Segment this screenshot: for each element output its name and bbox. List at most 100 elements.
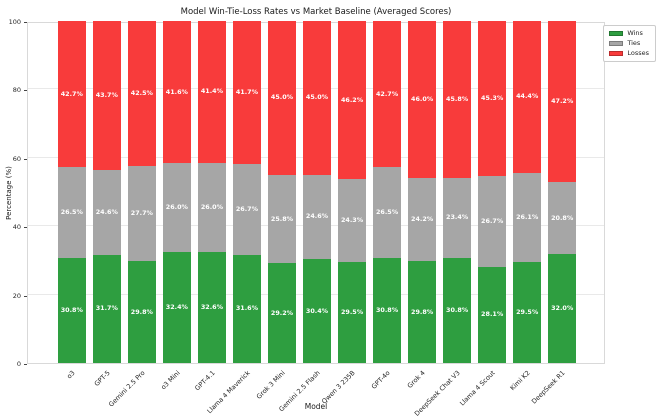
bar-value-label: 43.7% — [95, 91, 118, 100]
y-tick-label: 100 — [8, 18, 21, 26]
y-tick-label: 0 — [16, 360, 21, 368]
bar-value-label: 20.8% — [551, 213, 574, 222]
bar-value-label: 31.7% — [95, 304, 118, 313]
bar-segment-losses — [443, 21, 472, 178]
legend-label: Wins — [627, 29, 643, 37]
bar-segment-ties — [408, 178, 437, 262]
bar-value-label: 24.2% — [411, 215, 434, 224]
y-tick-mark — [24, 158, 27, 160]
bar-segment-wins — [127, 261, 156, 363]
bar-value-label: 23.4% — [446, 213, 469, 222]
y-tick-mark — [24, 364, 27, 365]
bar-segment-wins — [408, 261, 437, 363]
bar-value-label: 24.6% — [95, 208, 118, 217]
bar-segment-wins — [162, 252, 191, 363]
bar-value-label: 26.0% — [165, 203, 188, 212]
bar-value-label: 42.7% — [60, 89, 83, 98]
bar-value-label: 24.3% — [340, 216, 364, 225]
bar-segment-losses — [232, 21, 261, 164]
bar-value-label: 30.4% — [305, 306, 329, 315]
bar-segment-losses — [162, 21, 191, 164]
bar-value-label: 42.7% — [375, 89, 399, 98]
bar-value-label: 30.8% — [446, 305, 469, 314]
bar-value-label: 31.6% — [235, 304, 259, 313]
legend-label: Ties — [627, 39, 641, 47]
bar-value-label: 47.2% — [551, 97, 574, 106]
bar-segment-wins — [513, 262, 542, 363]
bar-segment-losses — [267, 21, 296, 175]
bar-value-label: 26.5% — [375, 207, 399, 216]
y-tick-label: 20 — [12, 291, 21, 300]
bar-value-label: 25.8% — [270, 214, 294, 223]
bar-segment-losses — [127, 21, 156, 167]
legend-swatch-wins — [609, 31, 624, 36]
bar-value-label: 41.4% — [200, 87, 223, 96]
bar-segment-wins — [197, 251, 226, 363]
legend: Wins Ties Losses — [603, 25, 656, 62]
x-axis-title: Model — [304, 402, 328, 411]
bar-segment-ties — [443, 177, 472, 258]
bar-segment-ties — [478, 175, 507, 267]
legend-item-wins: Wins — [609, 30, 649, 37]
bar-segment-losses — [408, 21, 437, 179]
y-tick-label: 80 — [12, 86, 21, 95]
y-tick-label: 40 — [12, 223, 21, 232]
bar-value-label: 30.8% — [60, 305, 83, 314]
bar-value-label: 29.5% — [340, 308, 364, 317]
plot-area: 30.8% 26.5% 42.7% 31.7% 24.6% 43.7% 29.8% 27.7%… — [27, 20, 605, 364]
bar-segment-ties — [373, 167, 402, 258]
bar-segment-losses — [373, 21, 402, 168]
bar-value-label: 41.6% — [165, 87, 188, 96]
y-axis-title: Percentage (%) — [5, 166, 13, 220]
bar-value-label: 45.0% — [305, 93, 329, 102]
legend-swatch-ties — [609, 41, 624, 46]
y-tick-mark — [24, 22, 27, 23]
bar-segment-ties — [267, 174, 296, 264]
bar-value-label: 42.5% — [130, 89, 153, 98]
legend-label: Losses — [627, 49, 649, 57]
bar-segment-losses — [513, 21, 542, 173]
bar-segment-ties — [232, 163, 261, 255]
bar-value-label: 27.7% — [130, 209, 153, 218]
bar-value-label: 46.0% — [411, 95, 434, 104]
bar-segment-losses — [92, 21, 121, 171]
bar-value-label: 29.2% — [270, 308, 294, 317]
bar-segment-losses — [57, 21, 86, 168]
bar-segment-wins — [57, 257, 86, 363]
bar-value-label: 26.7% — [481, 216, 504, 225]
bar-segment-wins — [443, 257, 472, 363]
chart-title: Model Win-Tie-Loss Rates vs Market Basel… — [180, 7, 452, 17]
bar-segment-losses — [338, 21, 367, 180]
bar-segment-wins — [478, 266, 507, 363]
bar-value-label: 28.1% — [481, 310, 504, 319]
bar-segment-wins — [373, 257, 402, 363]
bar-value-label: 29.8% — [411, 307, 434, 316]
bar-segment-wins — [338, 262, 367, 363]
legend-item-ties: Ties — [609, 40, 649, 47]
y-tick-mark — [24, 227, 27, 229]
bar-value-label: 26.5% — [60, 207, 83, 216]
bar-value-label: 32.4% — [165, 303, 188, 312]
bar-segment-wins — [267, 263, 296, 363]
bar-segment-losses — [548, 21, 577, 183]
bar-segment-ties — [162, 163, 191, 253]
bar-segment-wins — [302, 259, 331, 363]
bar-value-label: 46.2% — [340, 95, 364, 104]
bar-segment-losses — [302, 21, 331, 175]
bar-segment-ties — [302, 174, 331, 260]
bar-value-label: 32.6% — [200, 302, 223, 311]
bar-value-label: 26.0% — [200, 202, 223, 211]
bar-value-label: 44.4% — [516, 92, 539, 101]
bar-segment-ties — [513, 172, 542, 263]
bar-segment-ties — [197, 162, 226, 252]
bar-segment-wins — [232, 254, 261, 363]
bar-value-label: 45.8% — [446, 94, 469, 103]
bar-segment-ties — [92, 170, 121, 255]
bar-segment-wins — [548, 253, 577, 363]
bar-segment-ties — [548, 182, 577, 254]
bar-segment-ties — [57, 167, 86, 258]
bar-value-label: 29.8% — [130, 307, 153, 316]
bar-segment-ties — [338, 179, 367, 263]
bar-value-label: 26.7% — [235, 204, 259, 213]
